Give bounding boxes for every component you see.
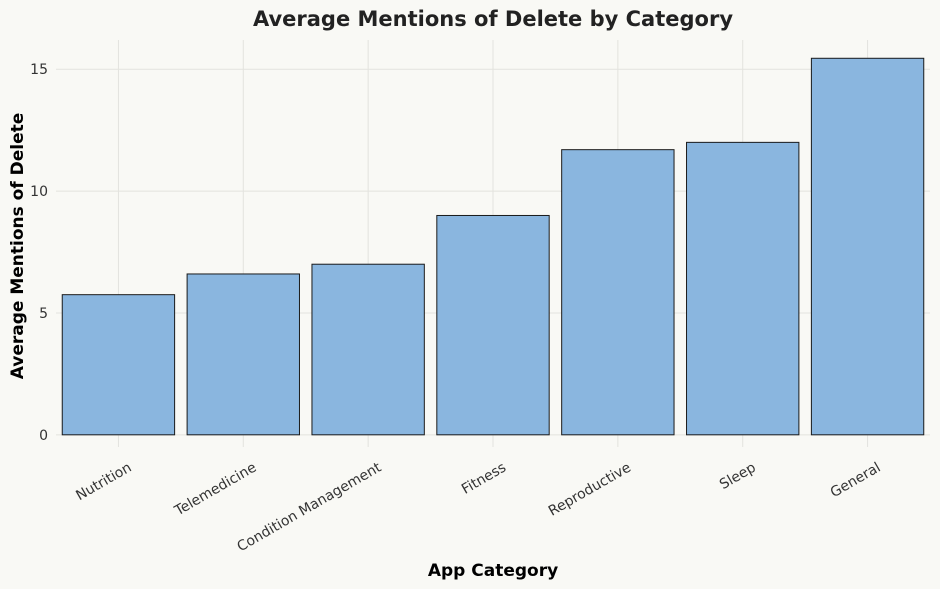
- x-tick-label: General: [828, 460, 884, 501]
- y-tick-label: 5: [39, 306, 48, 322]
- x-axis-title: App Category: [428, 561, 558, 581]
- bars: [61, 57, 925, 436]
- y-tick-label: 15: [30, 62, 48, 78]
- y-tick-label: 10: [30, 184, 48, 200]
- bar-general: [810, 57, 925, 436]
- y-tick-label: 0: [39, 428, 48, 444]
- bar-nutrition: [61, 294, 176, 436]
- bar-sleep: [686, 141, 800, 436]
- x-tick-label: Telemedicine: [171, 460, 259, 520]
- x-tick-label: Nutrition: [73, 460, 134, 505]
- x-tick-label: Reproductive: [546, 460, 634, 520]
- x-tick-label: Sleep: [717, 460, 759, 493]
- bar-telemedicine: [186, 273, 300, 436]
- bar-reproductive: [561, 149, 675, 436]
- bar-condition-management: [311, 263, 425, 436]
- bar-fitness: [436, 214, 550, 436]
- chart-title: Average Mentions of Delete by Category: [253, 7, 733, 31]
- x-tick-label: Fitness: [459, 460, 509, 498]
- y-tick-labels: 0 5 10 15: [30, 62, 48, 444]
- y-axis-title: Average Mentions of Delete: [8, 113, 28, 380]
